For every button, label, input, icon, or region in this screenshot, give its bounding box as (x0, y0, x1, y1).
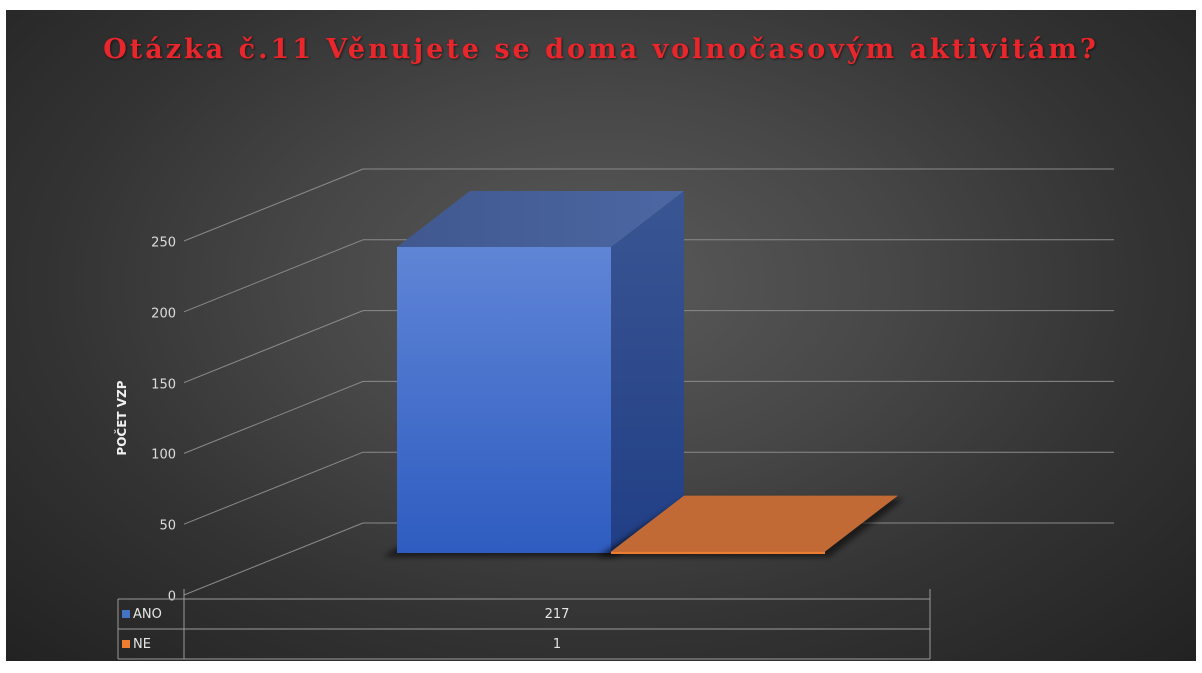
gridline-side (183, 451, 364, 525)
bar-top-ne (611, 495, 898, 552)
chart-title: Otázka č.11 Věnujete se doma volnočasový… (103, 34, 1099, 65)
gridline-side (183, 168, 364, 242)
legend-label: NE (133, 636, 151, 652)
bar-top-ano (397, 191, 684, 247)
bar-ano (397, 247, 611, 553)
bar-ne (611, 551, 825, 554)
legend-swatch (122, 610, 130, 618)
y-tick-label: 200 (151, 306, 176, 322)
bars (383, 191, 904, 557)
y-tick-label: 250 (151, 235, 176, 251)
chart-area: Otázka č.11 Věnujete se doma volnočasový… (6, 10, 1196, 661)
gridline-side (183, 380, 364, 454)
y-tick-label: 150 (151, 377, 176, 393)
data-table-row-ano: ANO 217 (118, 599, 930, 629)
gridline-side (183, 239, 364, 313)
legend-label: ANO (133, 606, 162, 622)
y-tick-label: 0 (167, 589, 176, 605)
y-tick-label: 100 (151, 447, 176, 463)
y-tick-label: 50 (159, 518, 176, 534)
legend-swatch (122, 640, 130, 648)
chart-plot (183, 168, 1114, 596)
data-table-value: 217 (544, 606, 570, 622)
gridline-side (183, 522, 364, 596)
legend-entry: NE (118, 629, 184, 659)
data-table-value: 1 (552, 636, 562, 652)
data-table-row-ne: NE 1 (118, 629, 930, 659)
bar-side-ano (611, 191, 684, 553)
data-table-grid (117, 589, 931, 660)
legend-entry: ANO (118, 599, 184, 629)
gridline-side (183, 310, 364, 384)
